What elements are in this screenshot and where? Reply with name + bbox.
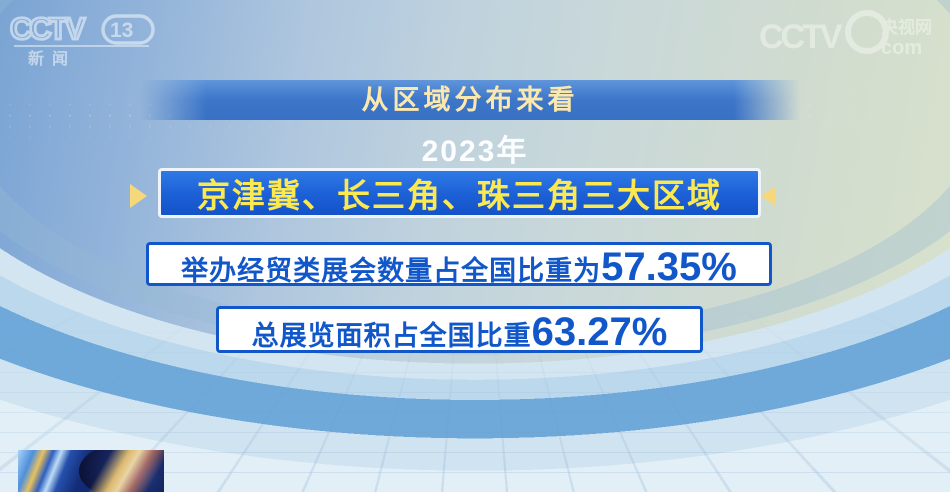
svg-text:CCTV: CCTV <box>759 18 843 56</box>
svg-text:com: com <box>881 37 922 59</box>
svg-text:CCTV: CCTV <box>10 11 86 46</box>
svg-text:新闻: 新闻 <box>28 49 76 68</box>
svg-text:央视网: 央视网 <box>881 17 932 37</box>
svg-text:13: 13 <box>110 19 133 42</box>
